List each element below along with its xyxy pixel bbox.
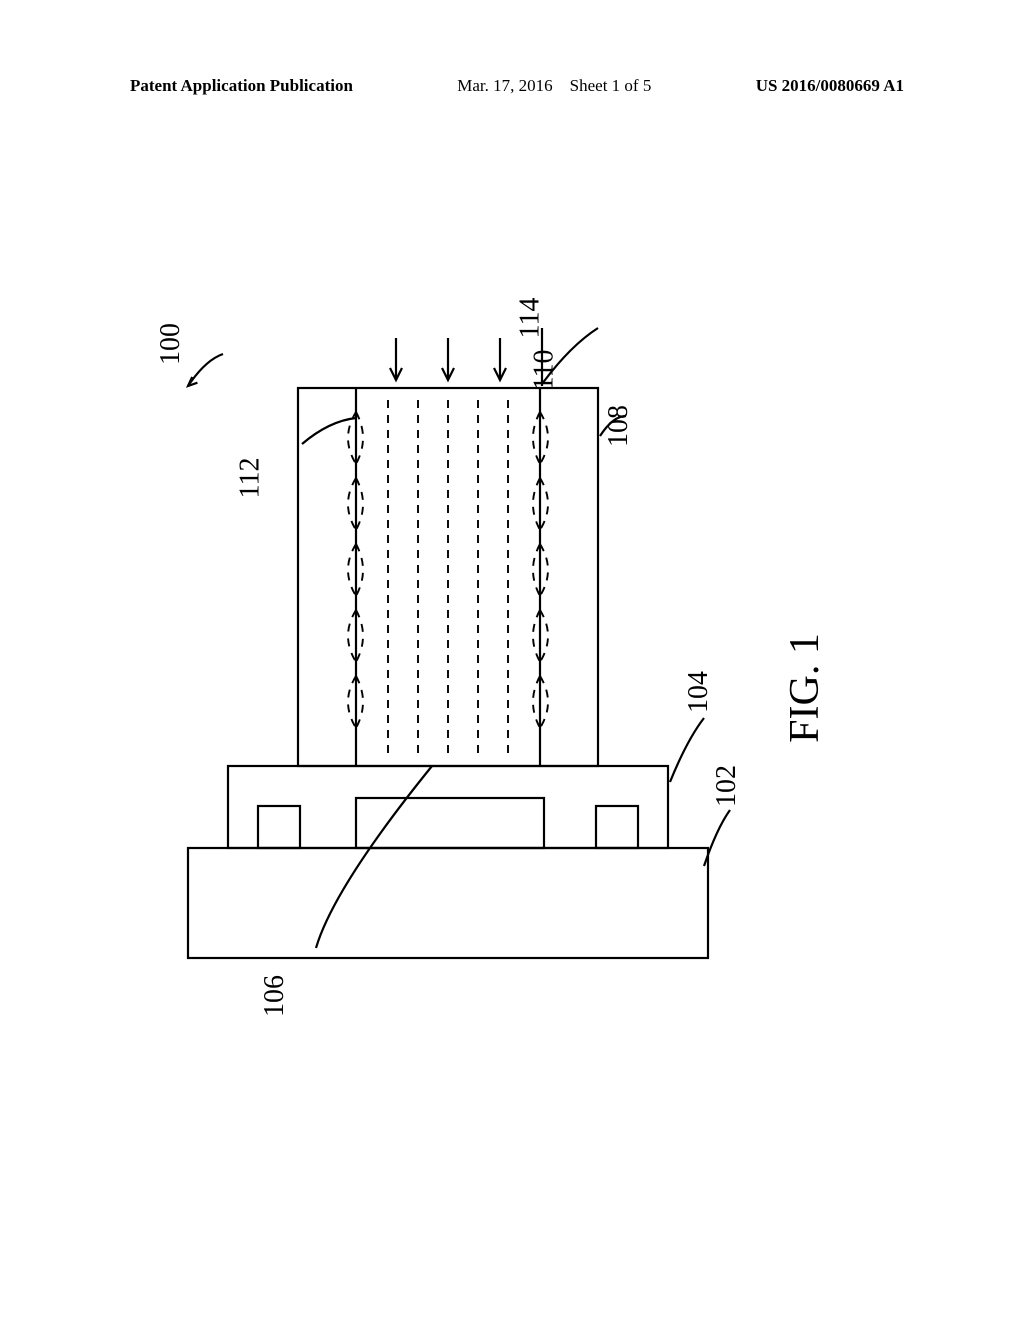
- ref-110: 110: [528, 350, 560, 391]
- ref-102: 102: [711, 765, 743, 807]
- date-text: Mar. 17, 2016: [457, 76, 552, 95]
- sheet-text: Sheet 1 of 5: [570, 76, 652, 95]
- publication-date: Mar. 17, 2016 Sheet 1 of 5: [457, 76, 651, 96]
- ref-106: 106: [259, 975, 291, 1017]
- ref-100: 100: [155, 323, 187, 365]
- figure-caption: FIG. 1: [781, 633, 829, 743]
- ref-104: 104: [683, 671, 715, 713]
- publication-label: Patent Application Publication: [130, 76, 353, 96]
- ref-112: 112: [234, 458, 266, 499]
- ref-114: 114: [514, 298, 546, 339]
- page-header: Patent Application Publication Mar. 17, …: [0, 76, 1024, 96]
- publication-number: US 2016/0080669 A1: [756, 76, 904, 96]
- figure-1: 100 102 104 106 108 110 112 114 FIG. 1: [128, 188, 896, 1176]
- ref-108: 108: [603, 405, 635, 447]
